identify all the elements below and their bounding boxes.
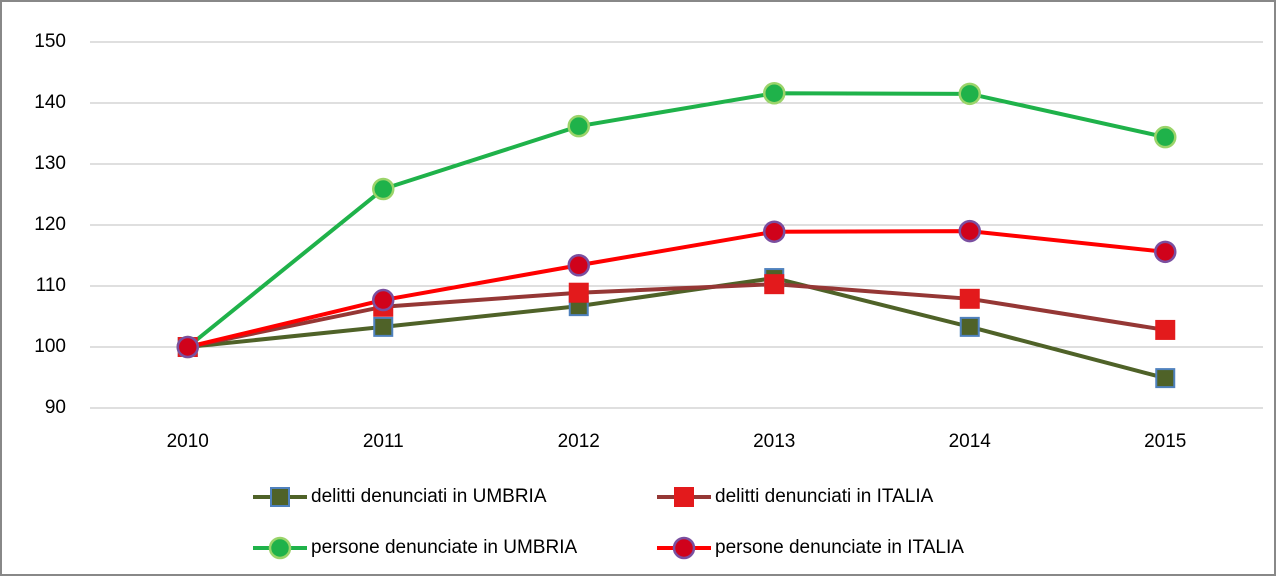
x-tick-label: 2011 xyxy=(363,431,404,452)
marker xyxy=(1154,125,1177,149)
x-tick-label: 2013 xyxy=(753,431,795,452)
marker xyxy=(674,487,694,507)
marker xyxy=(567,254,590,277)
marker xyxy=(270,487,290,507)
legend-label: persone denunciate in UMBRIA xyxy=(311,537,577,558)
legend-label: delitti denunciati in ITALIA xyxy=(715,486,934,507)
marker xyxy=(1155,368,1176,389)
y-tick-label: 100 xyxy=(34,336,66,357)
marker xyxy=(176,335,199,359)
marker xyxy=(1154,240,1177,264)
x-tick-label: 2015 xyxy=(1144,431,1186,452)
y-tick-label: 90 xyxy=(45,397,66,418)
legend-label: delitti denunciati in UMBRIA xyxy=(311,486,547,507)
x-tick-label: 2014 xyxy=(949,431,992,452)
marker xyxy=(372,177,395,201)
series-line xyxy=(187,229,1166,349)
series-line xyxy=(186,91,1166,349)
marker xyxy=(958,219,981,243)
marker xyxy=(1155,319,1176,340)
marker xyxy=(958,82,981,106)
series-line xyxy=(187,282,1166,349)
y-tick-label: 120 xyxy=(34,214,66,235)
marker xyxy=(672,536,696,560)
y-tick-label: 110 xyxy=(36,275,66,296)
x-tick-label: 2010 xyxy=(167,431,209,452)
y-tick-label: 140 xyxy=(34,92,66,113)
marker xyxy=(567,114,590,138)
legend-label: persone denunciate in ITALIA xyxy=(715,537,964,558)
marker xyxy=(959,316,980,337)
marker xyxy=(763,81,786,105)
marker xyxy=(764,274,785,295)
marker xyxy=(959,288,980,309)
y-tick-label: 150 xyxy=(34,31,66,52)
marker xyxy=(568,282,589,303)
marker xyxy=(373,316,394,337)
marker xyxy=(763,220,786,243)
marker xyxy=(372,288,395,312)
series-line xyxy=(187,276,1166,381)
y-tick-label: 130 xyxy=(34,153,66,174)
x-tick-label: 2012 xyxy=(558,431,600,452)
marker xyxy=(268,536,292,560)
